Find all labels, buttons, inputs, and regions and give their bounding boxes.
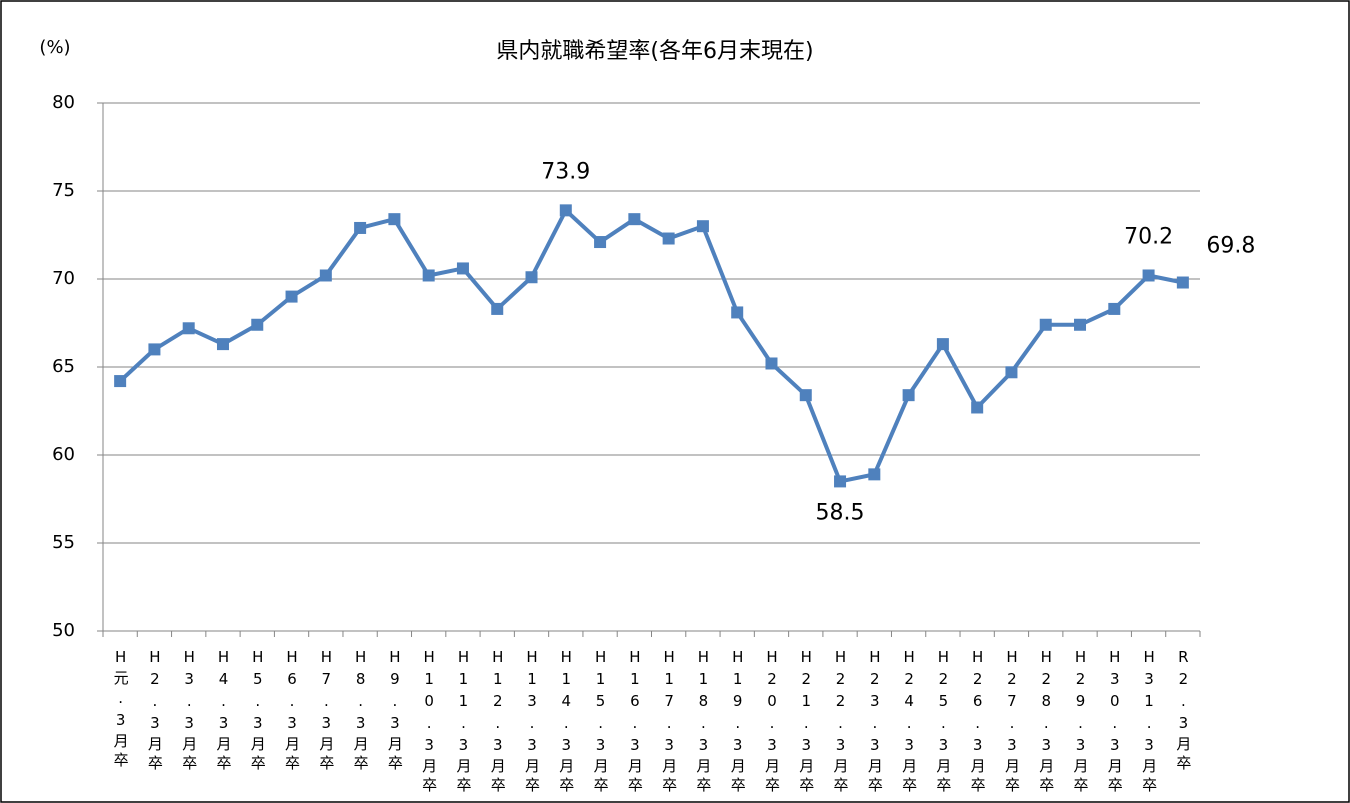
x-tick-label: H31.3月卒 bbox=[1140, 648, 1158, 796]
marker bbox=[662, 232, 675, 245]
data-label: 58.5 bbox=[816, 500, 865, 525]
y-tick-label: 60 bbox=[52, 444, 75, 465]
y-tick-label: 80 bbox=[52, 92, 75, 113]
x-tick-label: H7.3月卒 bbox=[317, 648, 335, 774]
x-tick-label: H17.3月卒 bbox=[660, 648, 678, 796]
x-tick-label: H5.3月卒 bbox=[249, 648, 267, 774]
x-tick-label: H6.3月卒 bbox=[283, 648, 301, 774]
marker bbox=[1142, 269, 1155, 282]
marker bbox=[868, 468, 881, 481]
x-tick-label: H13.3月卒 bbox=[523, 648, 541, 796]
marker bbox=[285, 290, 298, 303]
chart-title: 県内就職希望率(各年6月末現在) bbox=[496, 39, 813, 64]
x-tick-label: H24.3月卒 bbox=[900, 648, 918, 796]
y-tick-label: 50 bbox=[52, 620, 75, 641]
x-tick-label: H15.3月卒 bbox=[592, 648, 610, 796]
x-tick-label: H30.3月卒 bbox=[1106, 648, 1124, 796]
x-tick-label: H14.3月卒 bbox=[557, 648, 575, 796]
x-tick-label: H4.3月卒 bbox=[214, 648, 232, 774]
marker bbox=[765, 357, 778, 370]
x-tick-label: H28.3月卒 bbox=[1037, 648, 1055, 796]
y-tick-label: 65 bbox=[52, 356, 75, 377]
marker bbox=[422, 269, 435, 282]
marker bbox=[182, 322, 195, 335]
x-tick-label: H元.3月卒 bbox=[112, 648, 130, 771]
y-axis-label: (%) bbox=[39, 37, 70, 58]
marker bbox=[594, 236, 607, 249]
x-tick-label: H19.3月卒 bbox=[729, 648, 747, 796]
marker bbox=[148, 343, 161, 356]
y-tick-label: 70 bbox=[52, 268, 75, 289]
x-tick-label: H3.3月卒 bbox=[180, 648, 198, 774]
x-tick-label: H9.3月卒 bbox=[386, 648, 404, 774]
marker bbox=[559, 204, 572, 217]
marker bbox=[696, 220, 709, 233]
x-tick-label: H8.3月卒 bbox=[352, 648, 370, 774]
marker bbox=[1074, 318, 1087, 331]
data-label: 69.8 bbox=[1206, 234, 1255, 259]
y-tick-label: 55 bbox=[52, 532, 75, 553]
marker bbox=[456, 262, 469, 275]
x-tick-label: H16.3月卒 bbox=[626, 648, 644, 796]
marker bbox=[834, 475, 847, 488]
data-label: 73.9 bbox=[541, 159, 590, 184]
marker bbox=[936, 338, 949, 351]
marker bbox=[1039, 318, 1052, 331]
x-tick-label: H2.3月卒 bbox=[146, 648, 164, 774]
marker bbox=[491, 302, 504, 315]
x-tick-label: R2.3月卒 bbox=[1174, 648, 1192, 774]
x-tick-label: H22.3月卒 bbox=[832, 648, 850, 796]
marker bbox=[354, 221, 367, 234]
x-tick-label: H18.3月卒 bbox=[694, 648, 712, 796]
marker bbox=[731, 306, 744, 319]
x-tick-label: H27.3月卒 bbox=[1003, 648, 1021, 796]
marker bbox=[114, 375, 127, 388]
marker bbox=[628, 213, 641, 226]
x-tick-label: H29.3月卒 bbox=[1072, 648, 1090, 796]
marker bbox=[1108, 302, 1121, 315]
x-tick-label: H11.3月卒 bbox=[454, 648, 472, 796]
x-tick-label: H12.3月卒 bbox=[489, 648, 507, 796]
x-tick-label: H25.3月卒 bbox=[934, 648, 952, 796]
marker bbox=[799, 389, 812, 402]
x-tick-label: H21.3月卒 bbox=[797, 648, 815, 796]
x-tick-label: H10.3月卒 bbox=[420, 648, 438, 796]
marker bbox=[525, 271, 538, 284]
x-tick-label: H23.3月卒 bbox=[866, 648, 884, 796]
marker bbox=[216, 338, 229, 351]
marker bbox=[971, 401, 984, 414]
data-label: 70.2 bbox=[1124, 224, 1173, 249]
marker bbox=[902, 389, 915, 402]
marker bbox=[1176, 276, 1189, 289]
x-tick-label: H26.3月卒 bbox=[969, 648, 987, 796]
x-tick-label: H20.3月卒 bbox=[763, 648, 781, 796]
marker bbox=[388, 213, 401, 226]
marker bbox=[319, 269, 332, 282]
y-tick-label: 75 bbox=[52, 180, 75, 201]
marker bbox=[251, 318, 264, 331]
marker bbox=[1005, 366, 1018, 379]
